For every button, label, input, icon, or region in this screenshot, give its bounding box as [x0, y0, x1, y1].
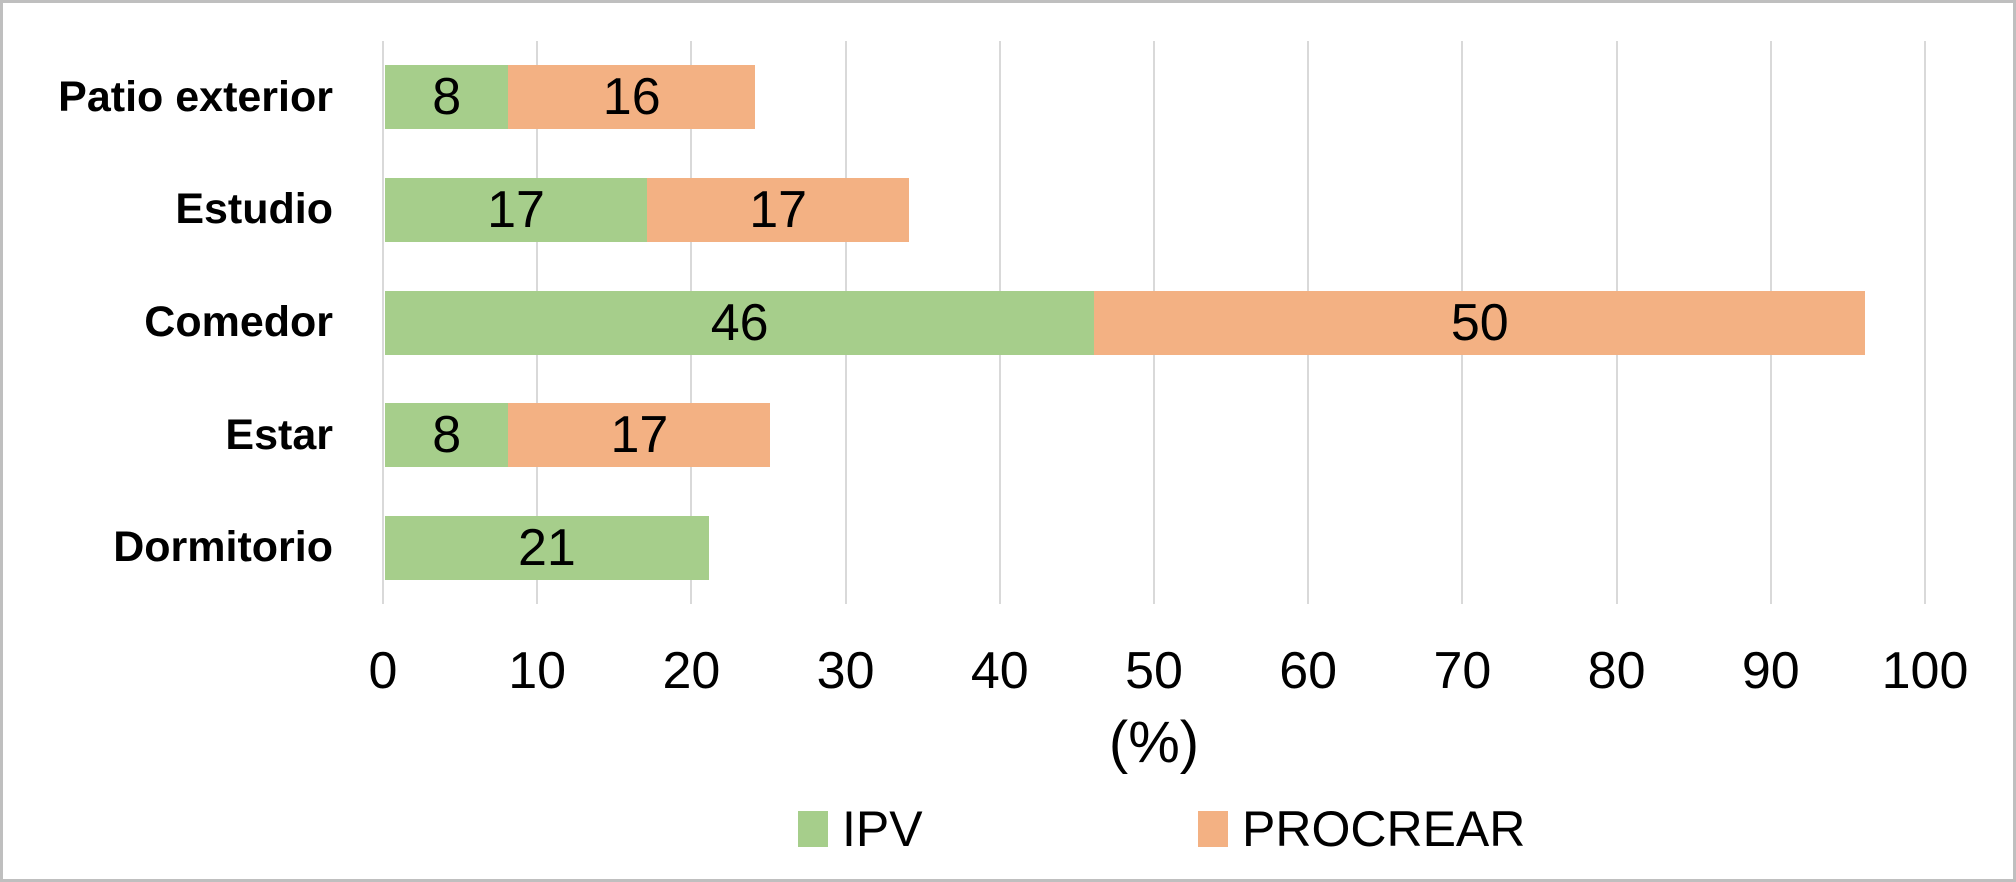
category-label: Comedor [144, 297, 333, 346]
bar-segment-procrear: 17 [508, 403, 771, 468]
value-axis: 0 10 20 30 40 50 60 70 80 90 100 [3, 3, 2013, 879]
bar-segment-procrear: 17 [647, 177, 910, 242]
category-label: Dormitorio [113, 523, 333, 572]
bar-segment-ipv: 8 [385, 403, 509, 468]
x-tick-label: 60 [1279, 642, 1338, 700]
category-label: Estudio [175, 185, 333, 234]
x-tick-label: 80 [1587, 642, 1646, 700]
legend-label: IPV [842, 801, 923, 857]
bar-row: 21 [385, 515, 709, 580]
x-tick-label: 70 [1433, 642, 1492, 700]
bar-row: 17 17 [385, 177, 910, 242]
bar-segment-ipv: 17 [385, 177, 648, 242]
bar-segment-procrear: 16 [508, 65, 756, 130]
plot-area: 8 16 17 17 46 50 8 17 21 [382, 41, 1926, 604]
category-label: Patio exterior [58, 72, 333, 121]
x-tick-label: 90 [1741, 642, 1800, 700]
category-axis: Patio exterior Estudio Comedor Estar Dormito… [3, 41, 333, 604]
bar-value-label: 8 [432, 68, 462, 127]
bar-row: 8 16 [385, 65, 756, 130]
x-tick-label: 0 [368, 642, 398, 700]
x-tick-label: 100 [1881, 642, 1969, 700]
bar-segment-procrear: 50 [1094, 290, 1866, 355]
bar-value-label: 17 [487, 180, 545, 239]
legend-item: PROCREAR [1198, 801, 1525, 857]
legend-label: PROCREAR [1242, 801, 1526, 857]
x-tick-label: 50 [1125, 642, 1183, 700]
bar-segment-ipv: 8 [385, 65, 509, 130]
x-tick-label: 40 [970, 642, 1029, 700]
bar-value-label: 8 [432, 406, 462, 465]
legend: IPV PROCREAR [3, 801, 2013, 861]
bar-value-label: 50 [1450, 293, 1509, 352]
bar-row: 8 17 [385, 403, 771, 468]
legend-item: IPV [798, 801, 923, 857]
legend-marker [798, 811, 828, 847]
gridline [382, 41, 384, 604]
legend-marker [1198, 811, 1228, 847]
bar-value-label: 46 [710, 293, 769, 352]
bar-segment-ipv: 46 [385, 290, 1095, 355]
category-label: Estar [225, 410, 333, 459]
bar-segment-ipv: 21 [385, 515, 709, 580]
x-axis-title: (%) [1108, 710, 1200, 775]
x-tick-label: 30 [816, 642, 875, 700]
bar-value-label: 17 [610, 406, 669, 465]
gridline [1924, 41, 1926, 604]
bar-value-label: 21 [517, 518, 576, 577]
bar-row: 46 50 [385, 290, 1866, 355]
x-tick-label: 20 [662, 642, 721, 700]
x-tick-label: 10 [508, 642, 567, 700]
bar-value-label: 17 [749, 180, 808, 239]
bar-value-label: 16 [602, 68, 661, 127]
